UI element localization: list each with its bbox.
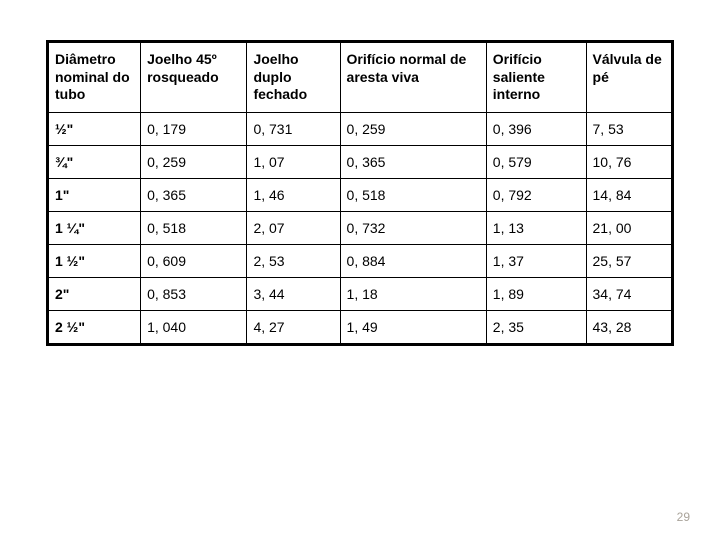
table-row: 1" 0, 365 1, 46 0, 518 0, 792 14, 84 (48, 178, 673, 211)
table-cell: 0, 884 (340, 244, 486, 277)
table-cell: 0, 731 (247, 112, 340, 145)
table-cell: 2, 53 (247, 244, 340, 277)
data-table: Diâmetro nominal do tubo Joelho 45º rosq… (46, 40, 674, 346)
table-cell: 0, 518 (141, 211, 247, 244)
table-cell: 1 ¼" (48, 211, 141, 244)
col-header: Válvula de pé (586, 42, 672, 113)
table-cell: 1, 46 (247, 178, 340, 211)
table-row: 1 ½" 0, 609 2, 53 0, 884 1, 37 25, 57 (48, 244, 673, 277)
table-cell: 1, 49 (340, 310, 486, 344)
table-cell: 0, 609 (141, 244, 247, 277)
table-cell: 0, 179 (141, 112, 247, 145)
table-cell: 1, 18 (340, 277, 486, 310)
col-header: Diâmetro nominal do tubo (48, 42, 141, 113)
table-cell: ¾" (48, 145, 141, 178)
table-cell: 0, 396 (486, 112, 586, 145)
table-cell: 0, 365 (340, 145, 486, 178)
table-row: 2 ½" 1, 040 4, 27 1, 49 2, 35 43, 28 (48, 310, 673, 344)
table-cell: 7, 53 (586, 112, 672, 145)
table-cell: 43, 28 (586, 310, 672, 344)
table-cell: 10, 76 (586, 145, 672, 178)
table-cell: 0, 853 (141, 277, 247, 310)
table-cell: 2, 35 (486, 310, 586, 344)
col-header: Orifício normal de aresta viva (340, 42, 486, 113)
table-row: 1 ¼" 0, 518 2, 07 0, 732 1, 13 21, 00 (48, 211, 673, 244)
table-cell: 1, 07 (247, 145, 340, 178)
table-cell: 0, 579 (486, 145, 586, 178)
table-row: ¾" 0, 259 1, 07 0, 365 0, 579 10, 76 (48, 145, 673, 178)
table-cell: 2" (48, 277, 141, 310)
data-table-container: Diâmetro nominal do tubo Joelho 45º rosq… (46, 40, 674, 346)
col-header: Joelho duplo fechado (247, 42, 340, 113)
table-cell: 2, 07 (247, 211, 340, 244)
table-cell: 25, 57 (586, 244, 672, 277)
table-cell: 0, 792 (486, 178, 586, 211)
table-cell: 0, 259 (340, 112, 486, 145)
col-header: Orifício saliente interno (486, 42, 586, 113)
table-row: ½" 0, 179 0, 731 0, 259 0, 396 7, 53 (48, 112, 673, 145)
table-cell: 3, 44 (247, 277, 340, 310)
table-cell: 1 ½" (48, 244, 141, 277)
page-number: 29 (677, 510, 690, 524)
table-cell: 1, 37 (486, 244, 586, 277)
col-header: Joelho 45º rosqueado (141, 42, 247, 113)
table-cell: 0, 259 (141, 145, 247, 178)
table-row: 2" 0, 853 3, 44 1, 18 1, 89 34, 74 (48, 277, 673, 310)
table-cell: 0, 365 (141, 178, 247, 211)
table-cell: 1" (48, 178, 141, 211)
table-cell: 34, 74 (586, 277, 672, 310)
table-cell: 21, 00 (586, 211, 672, 244)
table-cell: 14, 84 (586, 178, 672, 211)
table-cell: 1, 13 (486, 211, 586, 244)
table-cell: 4, 27 (247, 310, 340, 344)
table-header-row: Diâmetro nominal do tubo Joelho 45º rosq… (48, 42, 673, 113)
table-cell: 1, 89 (486, 277, 586, 310)
table-cell: 0, 732 (340, 211, 486, 244)
table-cell: ½" (48, 112, 141, 145)
table-cell: 2 ½" (48, 310, 141, 344)
table-cell: 1, 040 (141, 310, 247, 344)
table-cell: 0, 518 (340, 178, 486, 211)
